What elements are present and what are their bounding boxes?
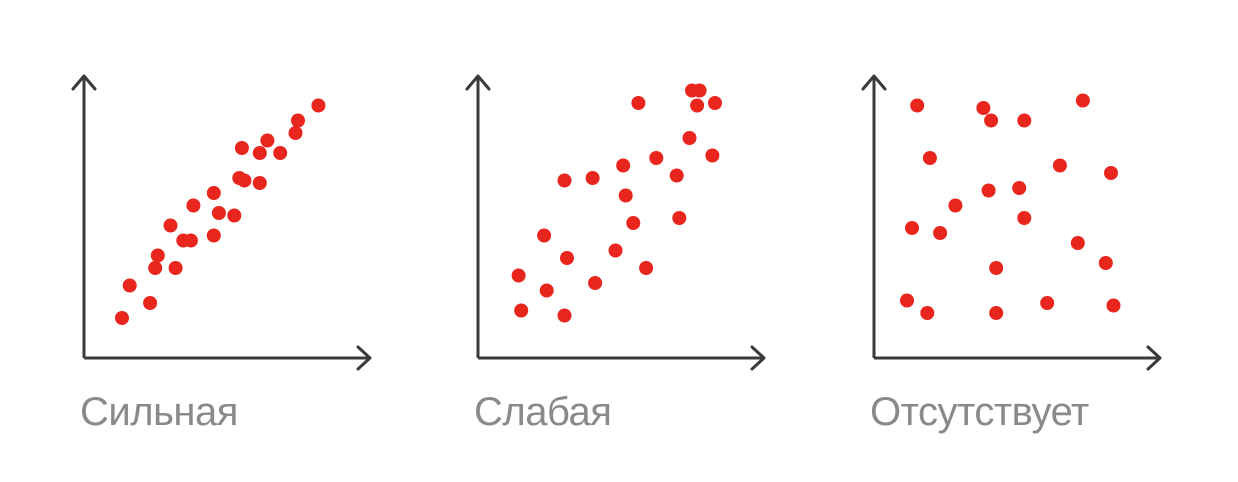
data-point: [237, 173, 252, 188]
data-point: [981, 183, 996, 198]
data-point: [948, 198, 963, 213]
x-axis-arrow-icon: [356, 345, 372, 371]
data-point: [672, 211, 687, 225]
chart-panel-none: Отсутствует: [850, 0, 1190, 482]
scatter-plot-none: [861, 74, 1162, 371]
data-point: [168, 261, 183, 275]
data-point: [234, 141, 249, 155]
y-axis-arrow-icon: [465, 74, 491, 91]
data-point: [143, 296, 158, 310]
data-point: [260, 133, 275, 148]
chart-caption-strong: Сильная: [80, 390, 238, 434]
data-point: [514, 303, 529, 318]
data-point: [150, 248, 165, 263]
data-point: [206, 186, 221, 200]
data-point: [115, 311, 129, 325]
data-point: [1098, 256, 1113, 270]
data-point: [557, 173, 572, 188]
chart-caption-weak: Слабая: [474, 390, 612, 434]
data-point: [705, 148, 720, 163]
scatter-plot-weak: [465, 74, 766, 371]
data-point: [511, 268, 526, 283]
data-point: [288, 126, 303, 140]
data-point: [905, 221, 919, 235]
chart-caption-none: Отсутствует: [870, 390, 1089, 434]
data-point: [976, 101, 991, 115]
data-point: [1040, 296, 1055, 310]
data-point: [560, 251, 574, 265]
data-point: [1070, 236, 1085, 250]
data-point: [1012, 181, 1027, 195]
data-point: [685, 83, 699, 98]
scatter-plot-strong: [71, 74, 372, 371]
data-point: [1075, 93, 1090, 108]
data-point: [984, 113, 999, 128]
data-point: [989, 306, 1004, 320]
data-point: [922, 151, 937, 165]
data-point: [186, 198, 201, 213]
data-point: [618, 188, 633, 203]
data-point: [311, 98, 326, 113]
data-point: [252, 146, 267, 160]
data-point: [920, 306, 935, 320]
chart-panel-weak: Слабая: [454, 0, 794, 482]
data-point: [588, 276, 603, 290]
data-point: [211, 206, 226, 220]
data-point: [227, 208, 242, 223]
data-point: [639, 261, 654, 275]
data-point: [631, 96, 646, 110]
data-point: [1106, 298, 1121, 313]
data-point: [682, 131, 697, 145]
data-point: [910, 98, 925, 113]
data-point: [291, 113, 305, 128]
data-point: [539, 283, 554, 298]
data-point: [989, 261, 1004, 275]
data-point: [708, 96, 722, 110]
data-point: [585, 171, 600, 185]
data-point: [649, 151, 664, 165]
data-point: [1052, 158, 1067, 173]
y-axis-arrow-icon: [71, 74, 97, 91]
data-point: [608, 243, 623, 258]
data-point: [626, 216, 641, 230]
data-point: [163, 218, 178, 233]
data-point: [900, 293, 914, 308]
data-point: [669, 168, 684, 183]
data-point: [273, 146, 288, 160]
data-point: [537, 228, 552, 243]
data-point: [616, 158, 631, 173]
data-point: [1017, 211, 1032, 225]
data-point: [148, 261, 163, 275]
data-point: [1104, 166, 1118, 180]
x-axis-arrow-icon: [1146, 345, 1162, 371]
data-point: [252, 176, 267, 190]
data-point: [557, 308, 572, 323]
data-point: [183, 233, 198, 248]
chart-panel-strong: Сильная: [60, 0, 400, 482]
data-point: [690, 98, 705, 113]
data-point: [122, 278, 137, 293]
y-axis-arrow-icon: [861, 74, 887, 91]
data-point: [206, 228, 221, 243]
x-axis-arrow-icon: [750, 345, 766, 371]
data-point: [1017, 113, 1032, 128]
data-point: [933, 226, 948, 240]
